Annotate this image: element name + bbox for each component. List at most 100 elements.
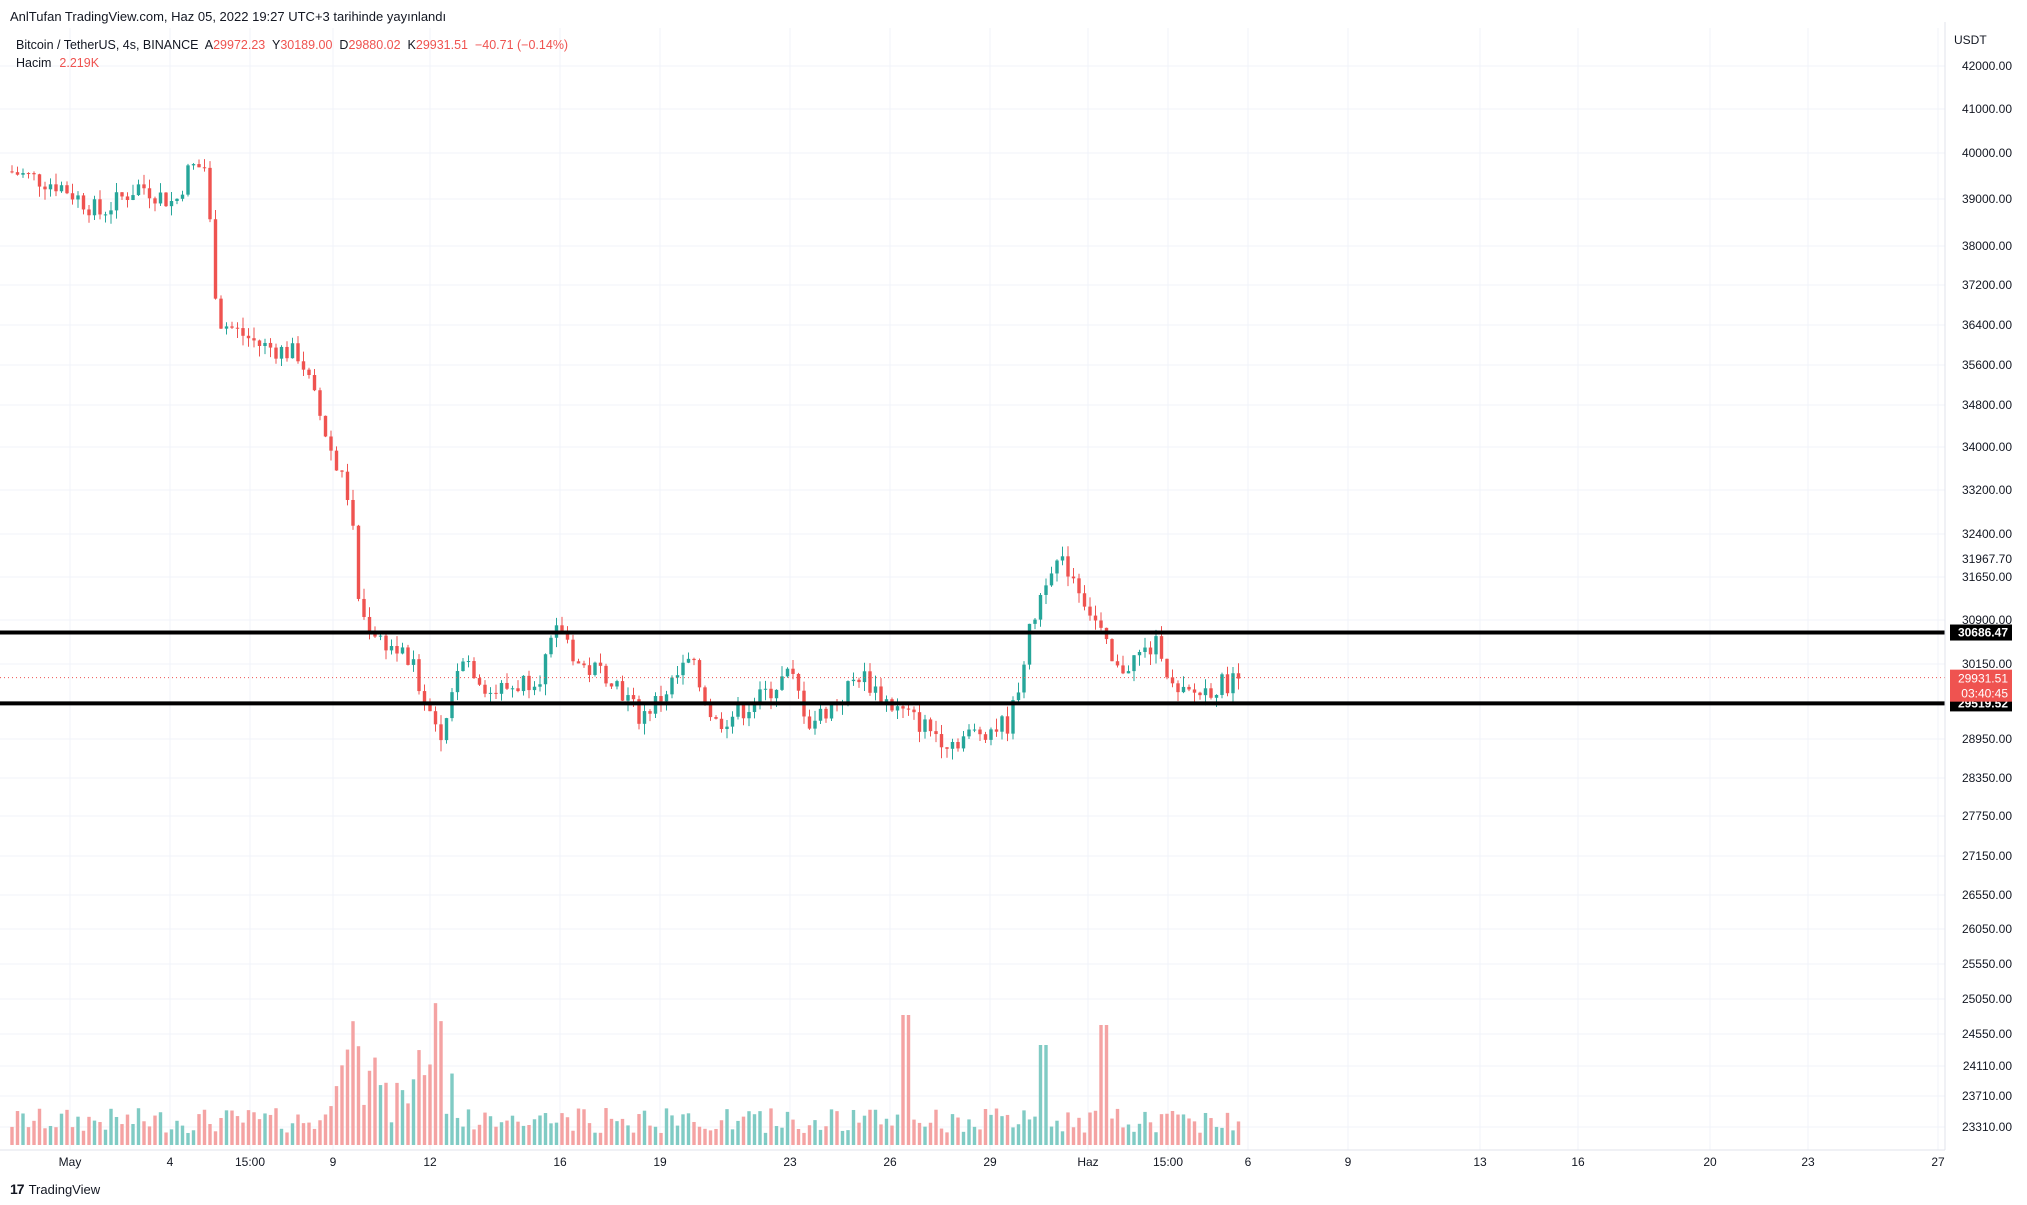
volume-bar — [829, 1109, 834, 1145]
volume-bar — [131, 1124, 135, 1145]
candle — [406, 647, 410, 665]
candle — [290, 343, 295, 359]
volume-bar — [21, 1113, 25, 1145]
volume-bar — [615, 1121, 619, 1145]
high-marker-label: 31967.70 — [1962, 552, 2012, 566]
footer-brand[interactable]: 17 TradingView — [10, 1181, 100, 1197]
candle — [939, 734, 944, 748]
candle — [1132, 655, 1136, 672]
symbol-title[interactable]: Bitcoin / TetherUS, 4s, BINANCE — [16, 38, 199, 52]
candle — [741, 702, 746, 719]
volume-bar — [433, 1003, 438, 1145]
volume-bar — [1088, 1112, 1092, 1145]
candle — [147, 188, 152, 199]
candle — [928, 719, 933, 732]
volume-bar — [609, 1118, 614, 1145]
volume-bar — [1060, 1131, 1065, 1145]
candle — [1154, 636, 1158, 655]
candle — [1143, 647, 1147, 652]
candle — [263, 342, 267, 346]
candle — [692, 658, 696, 661]
candle — [477, 678, 482, 685]
time-tick-label: 23 — [1801, 1155, 1815, 1169]
candle — [967, 729, 971, 737]
volume-bar — [978, 1129, 982, 1145]
candle — [791, 668, 795, 674]
volume-bar — [582, 1109, 586, 1145]
candle — [972, 729, 977, 731]
candle — [10, 171, 14, 173]
volume-bar — [323, 1114, 328, 1145]
volume-bar — [681, 1114, 685, 1145]
candle — [785, 668, 790, 677]
volume-bar — [956, 1117, 960, 1145]
price-tick-label: 23310.00 — [1962, 1120, 2012, 1134]
candle — [1022, 664, 1026, 693]
time-tick-label: 4 — [167, 1155, 174, 1169]
volume-bar — [252, 1112, 256, 1145]
candle — [1187, 686, 1191, 690]
volume-value: 2.219K — [59, 56, 100, 70]
volume-bar — [125, 1114, 130, 1145]
candle — [956, 741, 960, 749]
candle — [989, 729, 993, 740]
volume-bar — [1044, 1045, 1048, 1145]
volume-bar — [1005, 1114, 1010, 1145]
candle — [307, 369, 311, 376]
candle — [549, 637, 553, 655]
candle — [516, 688, 520, 692]
candle — [202, 167, 207, 169]
volume-bar — [147, 1126, 152, 1145]
candle — [296, 343, 300, 362]
volume-bar — [257, 1119, 262, 1145]
candle — [1038, 594, 1043, 620]
candle — [334, 450, 339, 471]
volume-bar — [884, 1118, 889, 1145]
volume-bar — [142, 1121, 146, 1145]
price-tick-label: 24550.00 — [1962, 1027, 2012, 1041]
candle — [620, 681, 625, 701]
candle — [76, 195, 80, 200]
candle — [1016, 692, 1021, 701]
candle — [1071, 576, 1076, 579]
candle — [164, 192, 168, 207]
volume-bar — [1110, 1118, 1114, 1145]
candle — [796, 673, 801, 691]
volume-bar — [620, 1118, 625, 1145]
candle — [268, 342, 273, 348]
candle — [994, 729, 999, 732]
candle — [505, 682, 509, 689]
volume-bar — [1071, 1127, 1076, 1145]
volume-bar — [329, 1106, 333, 1145]
candle — [153, 198, 157, 204]
candle — [444, 718, 449, 741]
candle — [1121, 665, 1125, 674]
candle — [708, 704, 713, 718]
volume-bar — [1066, 1112, 1070, 1145]
volume-bar — [587, 1123, 592, 1145]
volume-bar — [1049, 1126, 1054, 1145]
candle — [70, 193, 75, 200]
price-tick-label: 23710.00 — [1962, 1089, 2012, 1103]
volume-bar — [1027, 1119, 1032, 1145]
volume-bar — [103, 1129, 108, 1145]
volume-bar — [780, 1127, 784, 1145]
candle — [312, 375, 317, 391]
candle — [428, 703, 432, 712]
candle — [1176, 683, 1180, 693]
volume-bar — [406, 1103, 410, 1145]
candle — [829, 703, 834, 719]
time-tick-label: 15:00 — [1153, 1155, 1183, 1169]
volume-bar — [92, 1120, 97, 1145]
candle — [615, 681, 619, 687]
candle — [411, 659, 416, 665]
price-tick-label: 38000.00 — [1962, 239, 2012, 253]
candle — [538, 684, 542, 687]
candle — [466, 661, 471, 663]
volume-bar — [516, 1121, 520, 1145]
time-tick-label: 23 — [783, 1155, 797, 1169]
volume-bar — [114, 1116, 119, 1145]
volume-bar — [1137, 1123, 1142, 1145]
candle — [686, 658, 691, 663]
